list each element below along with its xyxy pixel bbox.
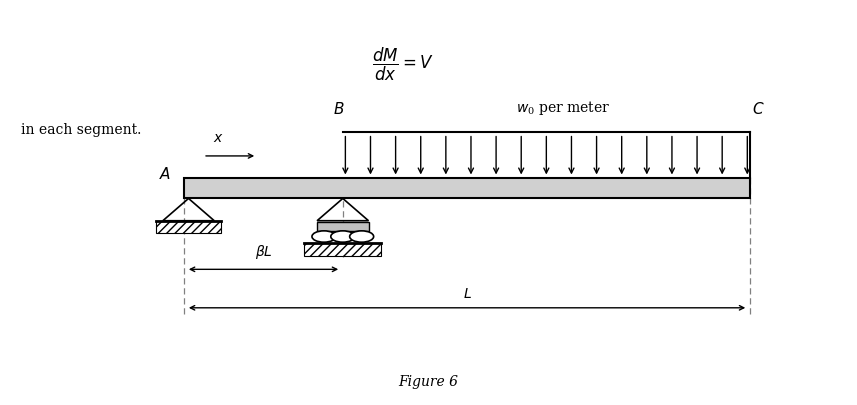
- Bar: [184, 178, 750, 198]
- Text: in each segment.: in each segment.: [21, 123, 141, 136]
- Circle shape: [350, 231, 374, 242]
- Text: $x$: $x$: [213, 130, 224, 145]
- Text: $C$: $C$: [752, 101, 764, 117]
- Text: $L$: $L$: [463, 286, 471, 301]
- Text: $\beta L$: $\beta L$: [255, 243, 273, 261]
- Circle shape: [312, 231, 336, 242]
- Text: $\dfrac{dM}{dx} = V$: $\dfrac{dM}{dx} = V$: [372, 46, 434, 83]
- Circle shape: [331, 231, 355, 242]
- Bar: [156, 221, 221, 233]
- Bar: [317, 222, 369, 231]
- Bar: [304, 243, 381, 256]
- Text: $A$: $A$: [159, 166, 171, 182]
- Text: $w_{\mathregular{0}}$ per meter: $w_{\mathregular{0}}$ per meter: [516, 100, 611, 117]
- Text: Figure 6: Figure 6: [399, 375, 458, 389]
- Text: $B$: $B$: [333, 101, 345, 117]
